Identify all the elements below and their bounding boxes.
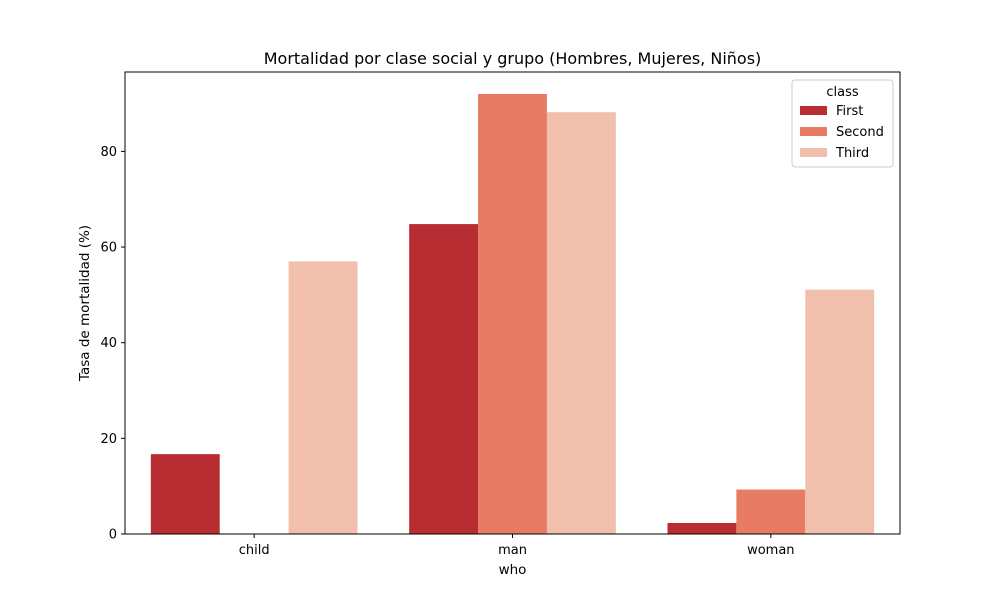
y-tick-label-60: 60 — [100, 241, 117, 256]
bar-third-woman — [805, 289, 875, 534]
bar-first-woman — [667, 523, 737, 534]
x-tick-label-child: child — [239, 543, 270, 558]
y-axis: 0 20 40 60 80 — [100, 145, 125, 543]
bars-group — [150, 94, 875, 534]
y-tick-label-80: 80 — [100, 145, 117, 160]
legend-title: class — [826, 85, 858, 100]
y-tick-label-40: 40 — [100, 336, 117, 351]
y-tick-label-0: 0 — [109, 528, 117, 543]
x-axis-label: who — [499, 562, 527, 578]
legend: class First Second Third — [791, 79, 894, 168]
x-axis: child man woman — [239, 534, 795, 558]
legend-swatch-third — [800, 148, 827, 157]
bar-second-man — [478, 94, 547, 534]
x-tick-label-man: man — [498, 543, 527, 558]
legend-box — [791, 79, 894, 168]
legend-swatch-first — [800, 106, 827, 115]
legend-label-second: Second — [836, 125, 884, 140]
legend-swatch-second — [800, 127, 827, 136]
y-axis-label: Tasa de mortalidad (%) — [77, 225, 93, 382]
bar-first-man — [409, 224, 479, 534]
x-tick-label-woman: woman — [747, 543, 794, 558]
y-tick-label-20: 20 — [100, 432, 117, 447]
legend-label-first: First — [836, 104, 863, 119]
chart-title: Mortalidad por clase social y grupo (Hom… — [264, 49, 762, 68]
legend-label-third: Third — [835, 146, 869, 161]
bar-second-woman — [736, 489, 806, 534]
bar-third-child — [288, 261, 358, 534]
bar-first-child — [150, 454, 220, 534]
bar-third-man — [546, 112, 616, 534]
